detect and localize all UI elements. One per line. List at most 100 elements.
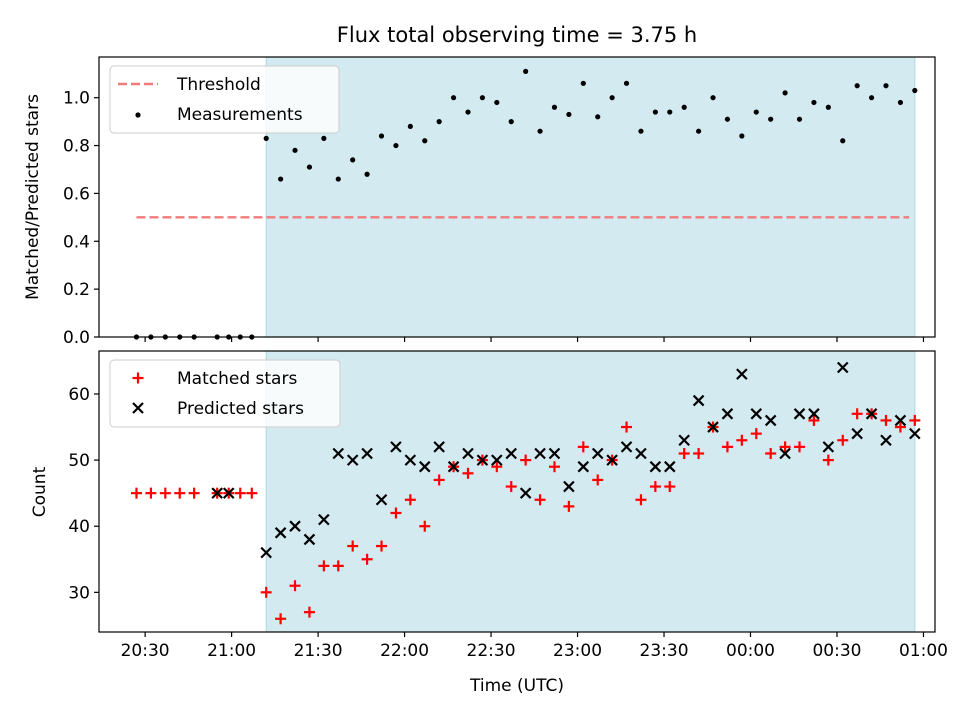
matched-stars-point	[520, 454, 532, 466]
x-tick-label: 22:00	[380, 641, 429, 661]
matched-stars-point	[563, 500, 575, 512]
measurement-point	[753, 109, 759, 115]
matched-stars-point	[577, 441, 589, 453]
cross-b	[375, 493, 388, 506]
cross-b	[476, 454, 489, 466]
predicted-stars-point	[418, 460, 431, 473]
predicted-stars-point	[433, 441, 445, 453]
matched-stars-point	[894, 421, 906, 433]
matched-stars-point	[664, 481, 676, 493]
matched-stars-point	[693, 447, 705, 459]
matched-stars-point	[491, 461, 503, 473]
predicted-stars-point	[548, 447, 561, 460]
matched-stars-point	[721, 441, 733, 453]
matched-stars-point	[592, 474, 604, 486]
measurement-point	[897, 99, 904, 106]
predicted-stars-point	[404, 454, 417, 466]
x-tick-label: 21:30	[294, 641, 343, 661]
cross-b	[822, 441, 835, 453]
x-tick-label: 23:00	[553, 641, 602, 661]
predicted-stars-point	[836, 361, 849, 374]
matched-stars-point	[159, 487, 171, 499]
matched-stars-point	[880, 414, 892, 426]
x-tick-label: 23:30	[640, 641, 689, 661]
predicted-stars-point	[894, 414, 907, 427]
predicted-stars-point	[332, 447, 345, 460]
count-legend-entry: Predicted stars	[132, 399, 304, 419]
matched-stars-point	[736, 434, 748, 446]
matched-stars-point	[505, 481, 517, 493]
matched-stars-point	[419, 520, 431, 532]
matched-stars-point	[649, 481, 661, 493]
cross-b	[764, 414, 777, 427]
x-tick-label: 21:00	[207, 641, 256, 661]
measurement-point	[523, 68, 529, 74]
measurement-point	[724, 116, 731, 122]
matched-stars-point	[822, 454, 834, 466]
measurement-point	[623, 80, 630, 86]
matched-stars-point	[621, 421, 633, 433]
cross-b	[447, 460, 460, 473]
chart-title: Flux total observing time = 3.75 h	[337, 23, 697, 47]
predicted-stars-point	[462, 447, 474, 460]
predicted-stars-point	[390, 441, 402, 453]
measurement-point	[551, 104, 558, 110]
measurement-point	[652, 109, 658, 115]
cross-b	[318, 513, 330, 526]
matched-stars-point	[808, 414, 820, 426]
predicted-stars-point	[519, 487, 532, 499]
matched-stars-point	[851, 408, 863, 420]
predicted-stars-point	[620, 441, 633, 453]
measurement-point	[422, 138, 428, 144]
measurement-point	[292, 147, 298, 153]
predicted-stars-point	[606, 454, 618, 466]
cross-b	[260, 546, 272, 559]
matched-stars-point	[548, 461, 560, 473]
cross-b	[591, 447, 604, 460]
legend-cross-b	[132, 402, 144, 414]
ratio-legend-entry: Threshold	[118, 75, 261, 95]
measurement-point	[580, 80, 586, 86]
count-legend-label: Matched stars	[177, 369, 297, 389]
cross-b	[692, 394, 705, 407]
cross-b	[620, 441, 633, 453]
cross-b	[736, 368, 748, 380]
ratio-legend-box	[109, 65, 340, 134]
measurement-point	[465, 109, 471, 115]
predicted-stars-point	[793, 408, 806, 420]
measurement-point	[595, 114, 601, 120]
x-tick-label: 00:00	[726, 641, 775, 661]
matched-stars-point	[145, 487, 157, 499]
predicted-stars-point	[721, 408, 734, 420]
cross-b	[635, 447, 647, 460]
matched-stars-point	[462, 467, 474, 479]
predicted-stars-point	[260, 546, 272, 559]
matched-stars-point	[794, 441, 806, 453]
measurement-point	[508, 119, 514, 125]
measurement-point	[566, 111, 572, 118]
cross-b	[721, 408, 734, 420]
cross-b	[851, 427, 863, 440]
matched-stars-point	[188, 487, 200, 499]
measurement-point	[796, 116, 803, 122]
measurement-point	[321, 135, 327, 141]
measurement-point	[436, 119, 442, 125]
measurement-point	[537, 128, 543, 134]
cross-b	[519, 487, 532, 499]
cross-b	[649, 460, 662, 473]
ratio-y-tick-label: 0.6	[63, 184, 90, 204]
cross-b	[404, 454, 417, 466]
ratio-y-axis-label: Matched/Predicted stars	[23, 94, 43, 300]
cross-b	[865, 408, 878, 420]
predicted-stars-point	[563, 480, 575, 493]
predicted-stars-point	[447, 460, 460, 473]
predicted-stars-point	[577, 460, 590, 473]
measurement-point	[378, 133, 385, 139]
matched-stars-point	[837, 434, 849, 446]
cross-b	[505, 447, 518, 460]
matched-stars-point	[433, 474, 445, 486]
matched-stars-point	[318, 560, 330, 572]
matched-stars-point	[635, 494, 647, 506]
measurement-point	[494, 99, 500, 106]
matched-stars-point	[275, 613, 287, 625]
